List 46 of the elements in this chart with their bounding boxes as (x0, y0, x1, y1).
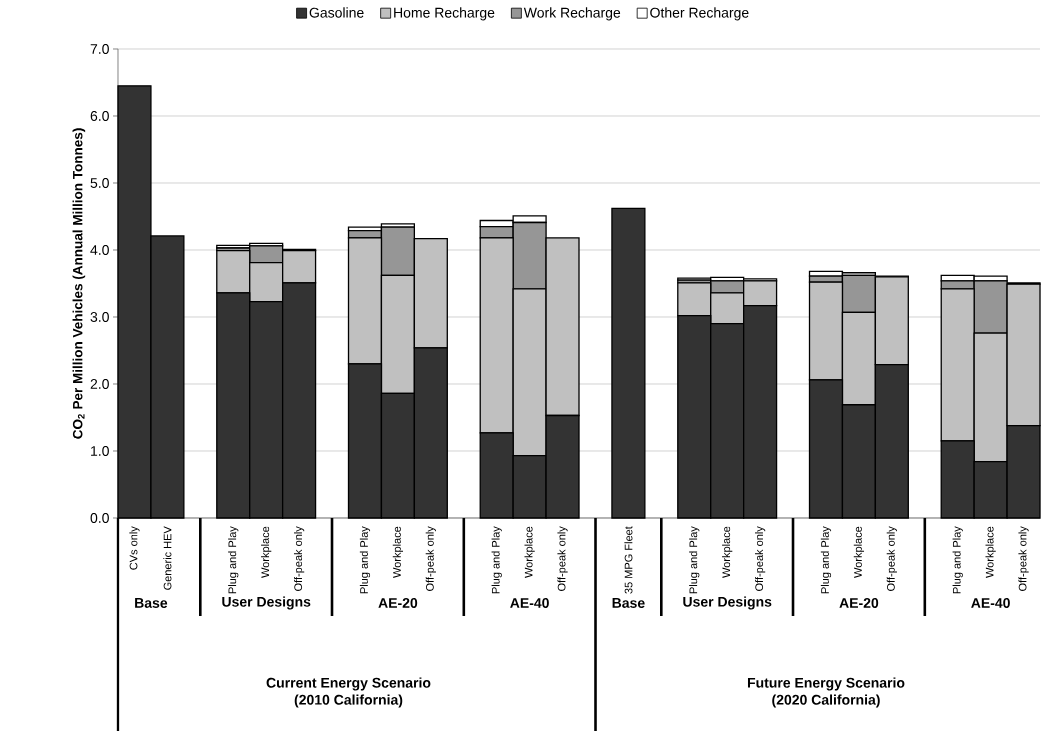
x-tick-label: Workplace (261, 526, 272, 578)
x-tick-label: Off-peak only (557, 526, 568, 591)
y-tick-label: 3.0 (90, 311, 109, 322)
y-tick-label: 4.0 (90, 244, 109, 255)
x-tick-label: Off-peak only (886, 526, 897, 591)
y-axis-title: CO$_{2}$ Per Million Vehicles (Annual Million Tonnes) (72, 128, 86, 439)
y-tick-label: 5.0 (90, 177, 109, 188)
x-tick-label: Plug and Play (820, 526, 832, 594)
x-tick-label: Plug and Play (228, 526, 239, 594)
text: (2020 California) (772, 694, 880, 708)
x-tick-label: Off-peak only (1018, 526, 1029, 591)
text: Base (135, 597, 168, 608)
x-tick-label: Workplace (985, 526, 996, 578)
x-tick-label: Workplace (853, 526, 865, 578)
text: User Designs (222, 596, 311, 610)
legend-label: Work Recharge (523, 7, 621, 21)
x-tick-label: Workplace (722, 526, 733, 578)
x-tick-label: Off-peak only (425, 526, 436, 591)
x-tick-label: Plug and Play (491, 526, 502, 594)
x-tick-label: Off-peak only (293, 526, 305, 591)
x-tick-label: CVs only (129, 526, 140, 570)
x-tick-label: Plug and Play (359, 526, 371, 594)
y-tick-label: 0.0 (90, 512, 109, 523)
y-tick-label: 1.0 (91, 445, 109, 456)
text: Future Energy Scenario (747, 677, 905, 691)
legend-label: Gasoline (309, 7, 364, 18)
text: AE-20 (839, 597, 879, 608)
x-tick-label: Plug and Play (689, 526, 700, 594)
text: Current Energy Scenario (266, 677, 431, 691)
text: Base (612, 597, 645, 608)
text: AE-20 (378, 597, 418, 608)
text: AE-40 (510, 597, 549, 608)
x-tick-label: 35 MPG Fleet (624, 526, 633, 594)
x-tick-label: Workplace (392, 526, 404, 578)
text: (2010 California) (294, 694, 403, 708)
x-tick-label: Plug and Play (952, 526, 963, 594)
x-tick-label: Off-peak only (754, 526, 766, 591)
legend-label: Home Recharge (394, 7, 495, 21)
x-tick-label: Generic HEV (163, 526, 172, 590)
y-tick-label: 2.0 (90, 378, 109, 389)
text: AE-40 (971, 597, 1010, 608)
y-tick-label: 6.0 (90, 110, 109, 121)
legend-label: Other Recharge (650, 7, 749, 21)
x-tick-label: Workplace (524, 526, 535, 578)
text: User Designs (683, 596, 772, 610)
y-tick-label: 7.0 (90, 43, 109, 54)
